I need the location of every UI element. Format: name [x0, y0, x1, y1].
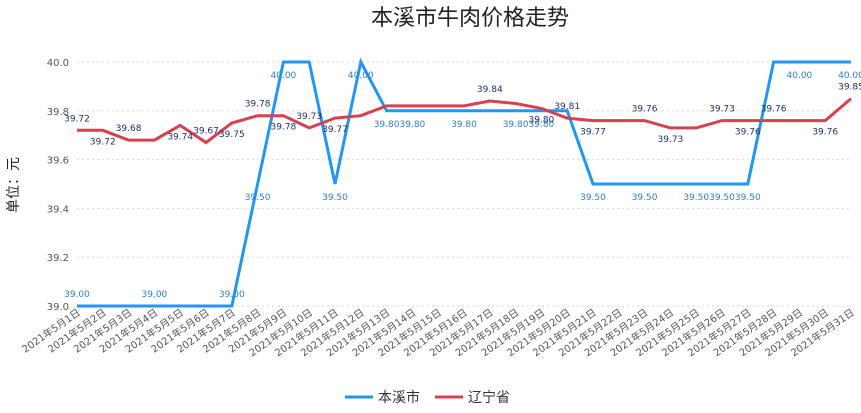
data-label: 39.67	[193, 127, 219, 137]
data-label: 39.00	[142, 290, 168, 300]
data-label: 40.00	[271, 71, 297, 81]
data-label: 39.80	[529, 115, 555, 125]
y-tick-label: 39.6	[47, 156, 69, 167]
data-label: 40.00	[348, 71, 374, 81]
data-label: 39.68	[116, 124, 142, 134]
data-label: 39.50	[735, 193, 761, 203]
data-label: 39.00	[219, 290, 245, 300]
data-label: 39.76	[632, 105, 658, 115]
series-line-0	[77, 57, 851, 308]
y-tick-label: 39.2	[47, 253, 69, 264]
y-axis-label: 单位：元	[6, 157, 22, 213]
data-label: 39.81	[554, 102, 580, 112]
series-lines	[77, 57, 852, 308]
data-label: 39.50	[683, 193, 709, 203]
data-label: 39.80	[451, 120, 477, 130]
data-label: 39.80	[400, 120, 426, 130]
data-label: 39.80	[374, 120, 400, 130]
legend-label-benxi: 本溪市	[378, 389, 420, 406]
data-label: 39.73	[709, 105, 735, 115]
data-labels: 39.00 39.00 39.00 39.50 40.00 39.50 40.00 39.80…	[64, 71, 861, 300]
data-label: 40.00	[787, 71, 813, 81]
data-label: 39.50	[580, 193, 606, 203]
y-tick-label: 39.8	[47, 107, 69, 118]
y-axis-ticks: 39.0 39.2 39.4 39.6 39.8 40.0	[47, 58, 69, 313]
data-label: 39.77	[322, 125, 348, 135]
data-label: 39.84	[477, 85, 503, 95]
data-label: 39.50	[632, 193, 658, 203]
data-label: 39.85	[838, 83, 861, 93]
data-label: 39.73	[296, 112, 322, 122]
y-tick-label: 39.4	[47, 204, 69, 215]
legend-label-liaoning: 辽宁省	[468, 389, 510, 406]
data-label: 39.78	[245, 100, 271, 110]
data-label: 39.76	[761, 105, 787, 115]
data-label: 39.50	[709, 193, 735, 203]
data-label: 39.50	[322, 193, 348, 203]
data-label: 39.78	[271, 123, 297, 133]
series-line-1	[77, 97, 852, 145]
data-label: 39.72	[64, 114, 90, 124]
data-label: 39.77	[580, 128, 606, 138]
data-label: 39.80	[503, 120, 529, 130]
data-label: 39.74	[167, 132, 193, 142]
grid-lines	[77, 61, 851, 307]
y-tick-label: 40.0	[47, 58, 69, 69]
data-label: 39.00	[64, 290, 90, 300]
data-label: 39.75	[219, 130, 245, 140]
x-axis-ticks: 2021年5月1日2021年5月2日2021年5月3日2021年5月4日2021…	[19, 306, 856, 359]
legend[interactable]: 本溪市 辽宁省	[345, 389, 510, 406]
data-label: 39.80	[529, 120, 555, 130]
data-label: 39.50	[245, 193, 271, 203]
data-label: 40.00	[838, 71, 861, 81]
data-label: 39.76	[735, 128, 761, 138]
y-tick-label: 39.0	[47, 302, 69, 313]
data-label: 39.76	[812, 128, 838, 138]
data-label: 39.73	[658, 135, 684, 145]
data-label: 39.72	[90, 137, 116, 147]
chart-title: 本溪市牛肉价格走势	[371, 6, 569, 31]
